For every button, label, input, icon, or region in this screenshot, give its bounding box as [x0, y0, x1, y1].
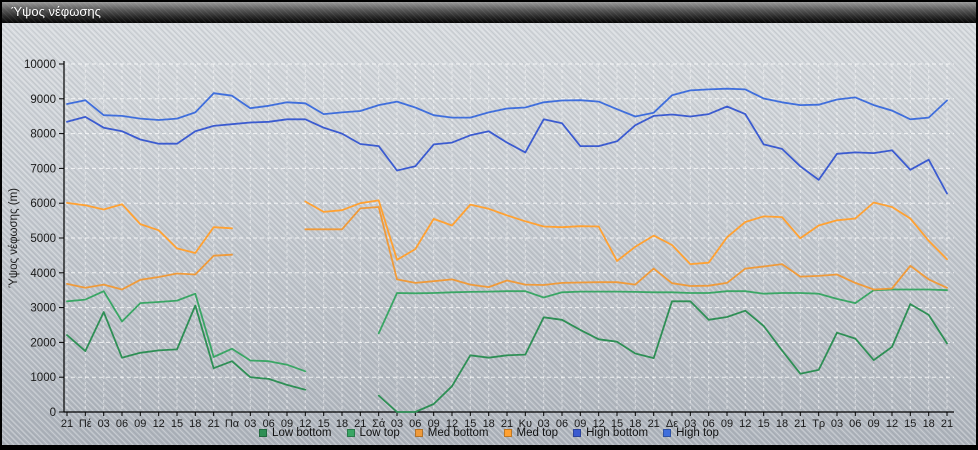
x-tick-label: 18 [629, 418, 641, 430]
legend-swatch-med-bottom [414, 429, 423, 437]
legend-label-high-bottom: High bottom [586, 427, 649, 439]
legend-swatch-med-top [503, 429, 512, 437]
x-tick-label: 03 [538, 418, 550, 430]
x-tick-label: 09 [721, 418, 733, 430]
legend-label-low-top: Low top [359, 427, 400, 439]
x-tick-label: 21 [794, 418, 806, 430]
series-line-high-bottom [66, 105, 948, 195]
x-tick-label: 06 [556, 418, 568, 430]
legend-swatch-low-bottom [259, 429, 268, 437]
legend-item-high-bottom[interactable]: High bottom [573, 427, 648, 439]
x-tick-label: Πα [225, 418, 240, 430]
x-tick-label: 15 [171, 418, 183, 430]
x-tick-label: 15 [464, 418, 476, 430]
x-tick-label: 03 [684, 418, 696, 430]
x-tick-label: 12 [593, 418, 605, 430]
y-tick-label: 0 [50, 407, 56, 419]
legend-swatch-high-bottom [573, 429, 582, 437]
legend-item-low-top[interactable]: Low top [346, 427, 400, 439]
x-tick-label: 12 [153, 418, 165, 430]
legend-item-med-bottom[interactable]: Med bottom [414, 427, 489, 439]
series-line-med-bottom [66, 206, 948, 291]
series-line-high-top [66, 87, 948, 121]
x-tick-label: 12 [739, 418, 751, 430]
x-tick-label: 12 [446, 418, 458, 430]
x-tick-label: 03 [831, 418, 843, 430]
legend-label-high-top: High top [676, 427, 719, 439]
x-tick-label: 06 [116, 418, 128, 430]
chart-area: 0 1000 2000 3000 4000 5000 6000 7000 8000 9000 100… [2, 23, 976, 445]
x-tick-label: 21 [501, 418, 513, 430]
titlebar: Ύψος νέφωσης [2, 2, 976, 23]
y-tick-label: 4000 [30, 268, 56, 280]
y-tick-label: 10000 [24, 59, 56, 71]
legend-swatch-high-top [663, 429, 672, 437]
x-tick-label: 21 [648, 418, 660, 430]
x-tick-label: 09 [281, 418, 293, 430]
x-tick-label: 06 [409, 418, 421, 430]
x-tick-label: 03 [391, 418, 403, 430]
x-tick-label: Κυ [519, 418, 532, 430]
legend-label-low-bottom: Low bottom [272, 427, 332, 439]
legend-swatch-low-top [346, 429, 355, 437]
x-tick-label: 15 [758, 418, 770, 430]
x-tick-label: 21 [941, 418, 953, 430]
y-axis-title: Ύψος νέφωσης (m) [8, 188, 20, 288]
window-title: Ύψος νέφωσης [11, 4, 101, 19]
series-line-low-top [66, 288, 948, 373]
x-tick-label: 09 [574, 418, 586, 430]
x-tick-label: Σά [372, 418, 386, 430]
series-line-med-top [66, 199, 948, 265]
legend-item-high-top[interactable]: High top [663, 427, 719, 439]
x-tick-label: 18 [776, 418, 788, 430]
x-tick-label: Δε [666, 418, 678, 430]
x-tick-label: 18 [923, 418, 935, 430]
x-tick-label: 03 [244, 418, 256, 430]
legend-label-med-bottom: Med bottom [427, 427, 489, 439]
x-tick-label: 15 [611, 418, 623, 430]
x-tick-label: 18 [483, 418, 495, 430]
x-tick-label: 06 [849, 418, 861, 430]
y-tick-label: 3000 [30, 303, 56, 315]
chart-legend: Low bottom Low top Med bottom Med top High b… [2, 427, 976, 439]
x-tick-label: 15 [904, 418, 916, 430]
x-tick-label: 12 [299, 418, 311, 430]
x-tick-label: 09 [428, 418, 440, 430]
x-tick-label: 18 [336, 418, 348, 430]
legend-item-low-bottom[interactable]: Low bottom [259, 427, 332, 439]
x-tick-label: 03 [98, 418, 110, 430]
y-tick-label: 5000 [30, 233, 56, 245]
y-tick-label: 8000 [30, 129, 56, 141]
legend-label-med-top: Med top [516, 427, 559, 439]
x-tick-label: 09 [868, 418, 880, 430]
legend-item-med-top[interactable]: Med top [503, 427, 559, 439]
x-tick-label: 21 [61, 418, 73, 430]
x-tick-label: 06 [703, 418, 715, 430]
y-tick-label: 7000 [30, 163, 56, 175]
y-tick-label: 1000 [30, 372, 56, 384]
x-tick-label: Τρ [812, 418, 825, 430]
x-tick-label: 09 [134, 418, 146, 430]
y-tick-label: 2000 [30, 337, 56, 349]
x-tick-label: 18 [189, 418, 201, 430]
x-tick-label: 21 [354, 418, 366, 430]
y-tick-label: 9000 [30, 94, 56, 106]
x-tick-label: 06 [263, 418, 275, 430]
x-tick-label: 12 [886, 418, 898, 430]
x-tick-label: 21 [208, 418, 220, 430]
x-tick-label: Πέ [79, 418, 92, 430]
y-tick-label: 6000 [30, 198, 56, 210]
series-line-low-bottom [66, 300, 948, 413]
x-tick-label: 15 [318, 418, 330, 430]
